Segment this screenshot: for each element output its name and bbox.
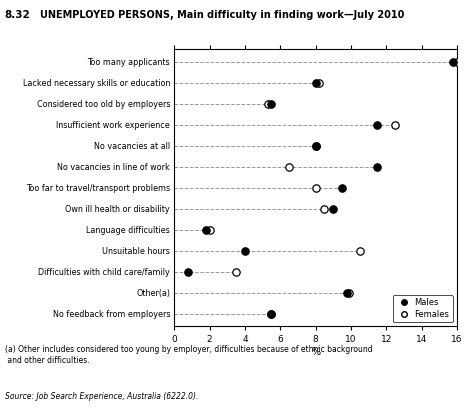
Point bbox=[268, 100, 275, 107]
Point bbox=[268, 310, 275, 317]
Point bbox=[374, 121, 381, 128]
Point bbox=[285, 163, 293, 170]
Point bbox=[321, 206, 328, 212]
Text: 8.32: 8.32 bbox=[5, 10, 31, 20]
Point bbox=[453, 58, 461, 65]
Text: (a) Other includes considered too young by employer, difficulties because of eth: (a) Other includes considered too young … bbox=[5, 345, 373, 365]
Point bbox=[356, 248, 364, 254]
Point bbox=[312, 142, 319, 149]
Point bbox=[203, 226, 210, 233]
Point bbox=[338, 184, 346, 191]
Point bbox=[312, 142, 319, 149]
Legend: Males, Females: Males, Females bbox=[393, 295, 453, 322]
Point bbox=[450, 58, 457, 65]
Point bbox=[316, 79, 323, 86]
Point bbox=[206, 226, 213, 233]
Text: Source: Job Search Experience, Australia (6222.0).: Source: Job Search Experience, Australia… bbox=[5, 392, 198, 401]
Point bbox=[264, 100, 272, 107]
Point bbox=[185, 268, 192, 275]
Point bbox=[374, 163, 381, 170]
Point bbox=[241, 248, 249, 254]
Point bbox=[345, 290, 353, 296]
X-axis label: %: % bbox=[311, 347, 320, 357]
Point bbox=[268, 310, 275, 317]
Point bbox=[344, 290, 351, 296]
Point bbox=[391, 121, 399, 128]
Text: UNEMPLOYED PERSONS, Main difficulty in finding work—July 2010: UNEMPLOYED PERSONS, Main difficulty in f… bbox=[40, 10, 405, 20]
Point bbox=[232, 268, 240, 275]
Point bbox=[312, 184, 319, 191]
Point bbox=[330, 206, 337, 212]
Point bbox=[312, 79, 319, 86]
